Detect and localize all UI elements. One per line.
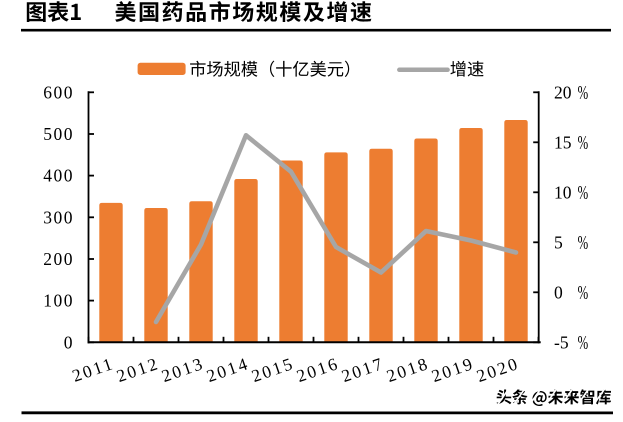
svg-text:0: 0: [64, 332, 74, 352]
svg-text:15: 15: [554, 132, 572, 152]
svg-text:%: %: [578, 231, 589, 254]
svg-text:%: %: [578, 131, 589, 154]
svg-text:%: %: [578, 281, 589, 304]
svg-text:0: 0: [554, 282, 563, 302]
svg-text:10: 10: [554, 182, 572, 202]
svg-text:5: 5: [554, 232, 563, 252]
svg-text:200: 200: [43, 249, 74, 269]
svg-text:300: 300: [43, 207, 74, 227]
svg-text:20: 20: [554, 82, 572, 102]
svg-text:%: %: [578, 81, 589, 104]
svg-text:100: 100: [43, 291, 74, 311]
svg-text:%: %: [578, 181, 589, 204]
svg-text:400: 400: [43, 166, 74, 186]
svg-text:%: %: [578, 331, 589, 354]
svg-text:500: 500: [43, 124, 74, 144]
svg-text:600: 600: [43, 82, 74, 102]
svg-text:-5: -5: [554, 332, 569, 352]
